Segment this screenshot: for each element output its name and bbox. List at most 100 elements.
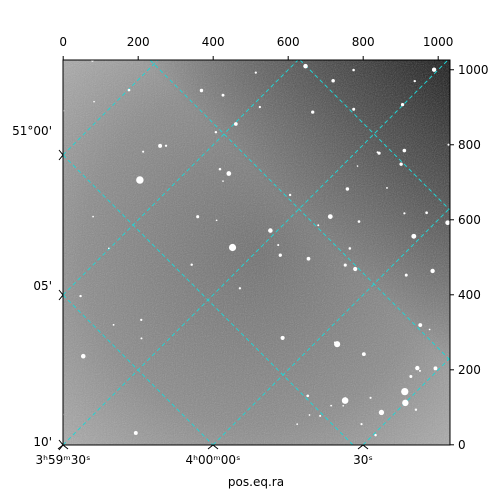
star	[415, 365, 420, 371]
star	[79, 294, 82, 298]
y-tick-label: 800	[458, 138, 481, 152]
star	[399, 162, 403, 166]
star	[254, 71, 257, 74]
sky-image	[63, 60, 450, 445]
star	[386, 186, 388, 189]
star	[306, 256, 311, 261]
ra-tick-label: 3ʰ59ᵐ30ˢ	[36, 453, 91, 467]
star	[343, 263, 347, 267]
star	[127, 88, 131, 92]
star	[414, 408, 418, 411]
star	[164, 144, 168, 147]
x-axis-label: pos.eq.ra	[228, 475, 284, 489]
star	[353, 266, 358, 272]
star	[402, 399, 409, 407]
star	[352, 68, 355, 72]
star	[409, 375, 413, 378]
star	[196, 215, 200, 219]
star	[330, 404, 333, 407]
dec-tick-label: 05'	[33, 279, 52, 293]
star	[108, 247, 110, 250]
x-tick-label: 800	[352, 35, 375, 49]
coordinate-grid	[63, 60, 450, 445]
star	[296, 423, 299, 425]
star	[140, 337, 143, 340]
star	[221, 93, 225, 97]
dec-tick	[58, 149, 64, 161]
star	[342, 404, 345, 407]
star	[218, 167, 222, 171]
ra-tick-label: 4ʰ00ᵐ00ˢ	[186, 453, 241, 467]
dec-tick-label: 10'	[33, 435, 52, 449]
star	[411, 233, 417, 239]
y-tick-label: 200	[458, 363, 481, 377]
x-tick-label: 200	[127, 35, 150, 49]
star	[445, 220, 450, 226]
y-tick-label: 600	[458, 213, 481, 227]
star	[369, 396, 372, 399]
star	[268, 228, 273, 233]
star	[356, 165, 359, 167]
star	[400, 102, 405, 107]
star	[158, 143, 163, 148]
star	[447, 143, 450, 146]
star	[303, 63, 308, 69]
star	[341, 397, 349, 404]
star	[136, 176, 144, 184]
star	[228, 243, 237, 252]
x-tick-label: 1000	[423, 35, 454, 49]
star	[306, 394, 310, 398]
star	[93, 100, 95, 103]
dec-tick	[58, 439, 64, 451]
star	[199, 88, 204, 93]
star	[317, 224, 320, 227]
star	[308, 414, 311, 416]
star	[352, 107, 356, 111]
star	[327, 214, 333, 219]
star	[357, 220, 361, 223]
star	[374, 433, 377, 437]
star	[425, 211, 428, 215]
x-tick-label: 400	[202, 35, 225, 49]
frame	[62, 59, 451, 446]
ra-tick-label: 30ˢ	[353, 453, 373, 467]
dec-tick	[58, 289, 64, 301]
star	[345, 187, 350, 191]
star	[112, 323, 115, 326]
star	[418, 369, 421, 372]
star	[258, 105, 262, 109]
star	[319, 414, 322, 417]
star	[80, 353, 86, 359]
star	[222, 180, 224, 182]
star	[133, 431, 138, 435]
x-tick-label: 600	[277, 35, 300, 49]
star	[348, 247, 352, 250]
star	[418, 323, 423, 327]
ra-tick	[207, 444, 219, 450]
star	[226, 171, 232, 176]
x-tick-label: 0	[59, 35, 67, 49]
star	[92, 215, 94, 218]
star	[331, 78, 335, 83]
star	[214, 130, 218, 134]
star	[234, 122, 238, 126]
star	[404, 273, 408, 277]
star	[311, 110, 315, 114]
star	[433, 366, 438, 371]
star	[431, 67, 437, 72]
y-tick-label: 400	[458, 288, 481, 302]
star	[401, 387, 409, 396]
star	[238, 287, 242, 290]
dec-tick-label: 51°00'	[12, 124, 52, 138]
star	[280, 335, 285, 340]
star	[402, 148, 407, 153]
star	[215, 219, 218, 222]
star	[376, 151, 379, 154]
star	[277, 244, 280, 247]
star	[278, 253, 282, 257]
star	[403, 212, 406, 215]
star	[428, 328, 431, 331]
star	[430, 268, 435, 274]
star	[378, 409, 385, 416]
